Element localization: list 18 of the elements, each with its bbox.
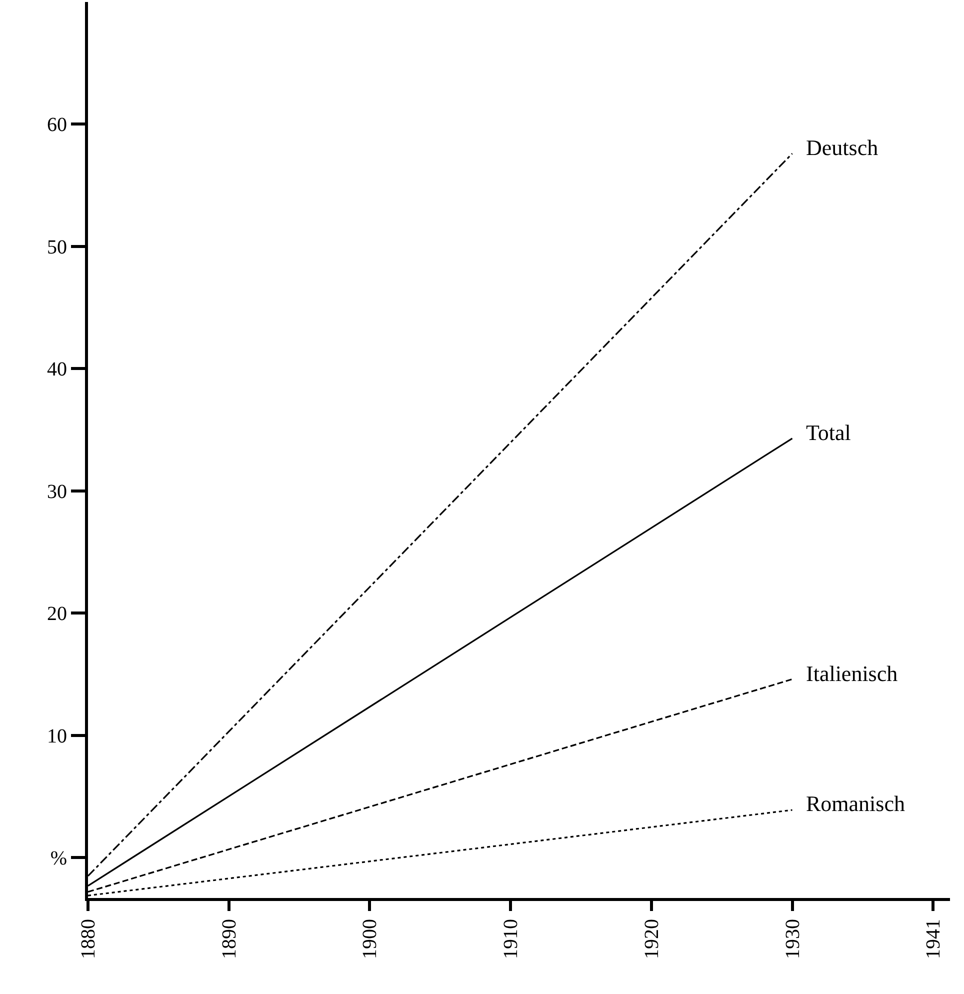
y-tick-label: 20 [47,603,67,626]
x-tick-label: 1890 [218,919,240,959]
y-tick-label: % [50,848,67,870]
x-tick-label: 1880 [78,919,100,959]
x-tick-label: 1900 [359,919,382,959]
x-tick-label: 1941 [922,919,945,959]
y-tick-label: 40 [47,358,67,381]
x-tick-label: 1920 [640,919,663,959]
y-tick-label: 60 [47,114,67,136]
series-label: Total [806,420,851,445]
y-tick-label: 10 [47,725,67,748]
y-tick-label: 30 [47,480,67,503]
y-tick-label: 50 [47,236,67,258]
series-label: Romanisch [806,791,905,816]
x-tick-label: 1910 [500,919,522,959]
x-tick-label: 1930 [782,919,804,959]
series-label: Italienisch [806,661,898,686]
series-label: Deutsch [806,135,878,160]
